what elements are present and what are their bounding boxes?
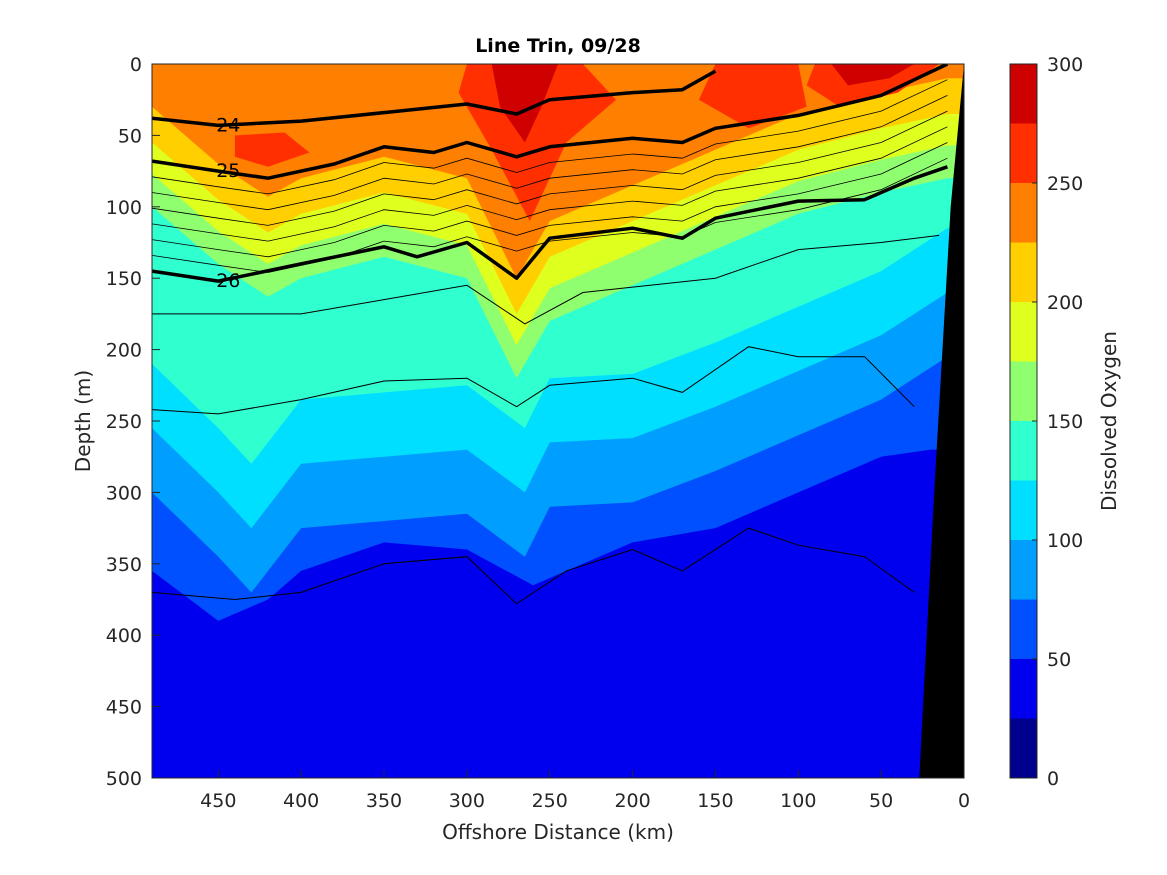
isopycnal-fine-1 [152, 79, 948, 195]
x-tick-label: 100 [780, 790, 816, 812]
x-axis: 450 400 350 300 250 200 150 100 50 0 [200, 770, 970, 812]
oxygen-patch-6 [831, 64, 915, 86]
isopycnal-fine-4 [152, 126, 948, 242]
y-tick-label: 400 [106, 625, 142, 647]
y-tick-label: 300 [106, 482, 142, 504]
y-tick-label: 100 [106, 197, 142, 219]
colorbar-segment [1010, 599, 1037, 659]
oxygen-patch-5 [491, 64, 558, 143]
y-axis: 0 50 100 150 200 250 300 350 400 450 500 [106, 54, 160, 790]
plot-area: 24 25 26 [152, 64, 964, 778]
colorbar-segment [1010, 421, 1037, 481]
x-tick-label: 250 [532, 790, 568, 812]
isopycnal-label-25: 25 [216, 160, 240, 182]
isopycnal-label-24: 24 [216, 114, 240, 136]
colorbar-segment [1010, 659, 1037, 719]
x-tick-label: 450 [200, 790, 236, 812]
isopycnal-fine-5 [152, 142, 948, 258]
isopycnal-24 [152, 69, 717, 128]
colorbar-label: Dissolved Oxygen [1097, 331, 1121, 511]
isopycnal-26 [152, 165, 948, 283]
y-tick-label: 50 [118, 125, 142, 147]
x-tick-label: 400 [283, 790, 319, 812]
isopycnal-thin-1 [152, 234, 940, 325]
isopycnal-thin-2 [152, 346, 915, 415]
colorbar-segment [1010, 242, 1037, 302]
x-tick-label: 0 [958, 790, 970, 812]
y-tick-label: 350 [106, 554, 142, 576]
colorbar: 0 50 100 150 200 250 300 [1009, 54, 1083, 790]
colorbar-tick-label: 150 [1047, 411, 1083, 433]
isopycnal-25 [152, 64, 949, 180]
oxygen-patch-3 [698, 64, 807, 129]
oxygen-band-deep [185, 606, 923, 778]
colorbar-segment [1010, 540, 1037, 600]
x-axis-label: Offshore Distance (km) [442, 820, 674, 844]
oxygen-patch-1 [458, 64, 616, 222]
x-tick-label: 350 [366, 790, 402, 812]
y-axis-label: Depth (m) [71, 370, 95, 472]
oxygen-patch-2 [234, 132, 310, 167]
y-tick-label: 0 [130, 54, 142, 76]
colorbar-segment [1010, 123, 1037, 183]
x-tick-label: 200 [614, 790, 650, 812]
colorbar-segment [1010, 361, 1037, 421]
y-tick-label: 450 [106, 697, 142, 719]
colorbar-tick-label: 100 [1047, 530, 1083, 552]
y-tick-label: 200 [106, 340, 142, 362]
y-tick-label: 150 [106, 268, 142, 290]
colorbar-segment [1010, 64, 1037, 124]
bottom-topography [919, 64, 964, 778]
colorbar-tick-label: 200 [1047, 292, 1083, 314]
colorbar-segment [1010, 302, 1037, 362]
colorbar-tick-label: 300 [1047, 54, 1083, 76]
colorbar-segment [1010, 183, 1037, 243]
y-tick-label: 500 [106, 768, 142, 790]
chart-title: Line Trin, 09/28 [475, 35, 641, 57]
colorbar-segment [1010, 480, 1037, 540]
colorbar-segment [1010, 718, 1037, 778]
colorbar-tick-label: 50 [1047, 649, 1071, 671]
y-tick-label: 250 [106, 411, 142, 433]
isopycnal-fine-3 [152, 110, 948, 226]
x-tick-label: 150 [697, 790, 733, 812]
colorbar-tick-label: 250 [1047, 173, 1083, 195]
isopycnal-thin-3 [152, 527, 915, 605]
isopycnal-label-26: 26 [216, 270, 240, 292]
x-tick-label: 300 [449, 790, 485, 812]
isopycnal-fine-2 [152, 95, 948, 211]
colorbar-tick-label: 0 [1047, 768, 1059, 790]
x-tick-label: 50 [869, 790, 893, 812]
